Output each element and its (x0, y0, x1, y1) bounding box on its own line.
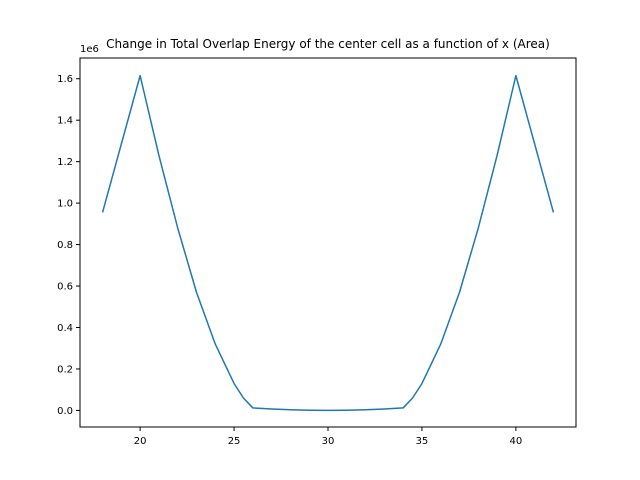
y-tick-label: 0.6 (57, 282, 73, 293)
x-tick-label: 30 (322, 436, 335, 447)
y-tick-label: 1.0 (57, 199, 73, 210)
y-tick-label: 1.6 (57, 74, 73, 85)
axes-frame (79, 57, 577, 428)
chart-title: Change in Total Overlap Energy of the ce… (106, 37, 550, 51)
x-tick-label: 40 (510, 436, 523, 447)
x-tick-label: 35 (416, 436, 429, 447)
y-tick-label: 0.8 (57, 240, 73, 251)
y-tick-label: 1.4 (57, 116, 73, 127)
y-tick-label: 0.0 (57, 406, 73, 417)
y-tick-label: 0.4 (57, 323, 73, 334)
x-tick-label: 20 (134, 436, 147, 447)
y-tick-label: 1.2 (57, 157, 73, 168)
y-offset-label: 1e6 (80, 44, 99, 55)
y-tick-label: 0.2 (57, 364, 73, 375)
x-tick-label: 25 (228, 436, 241, 447)
plot-area: 20 25 30 35 40 0.0 0.2 0.4 0.6 0.8 1.0 1.2 1.4 1.6 (57, 74, 555, 447)
series-line (101, 74, 555, 412)
